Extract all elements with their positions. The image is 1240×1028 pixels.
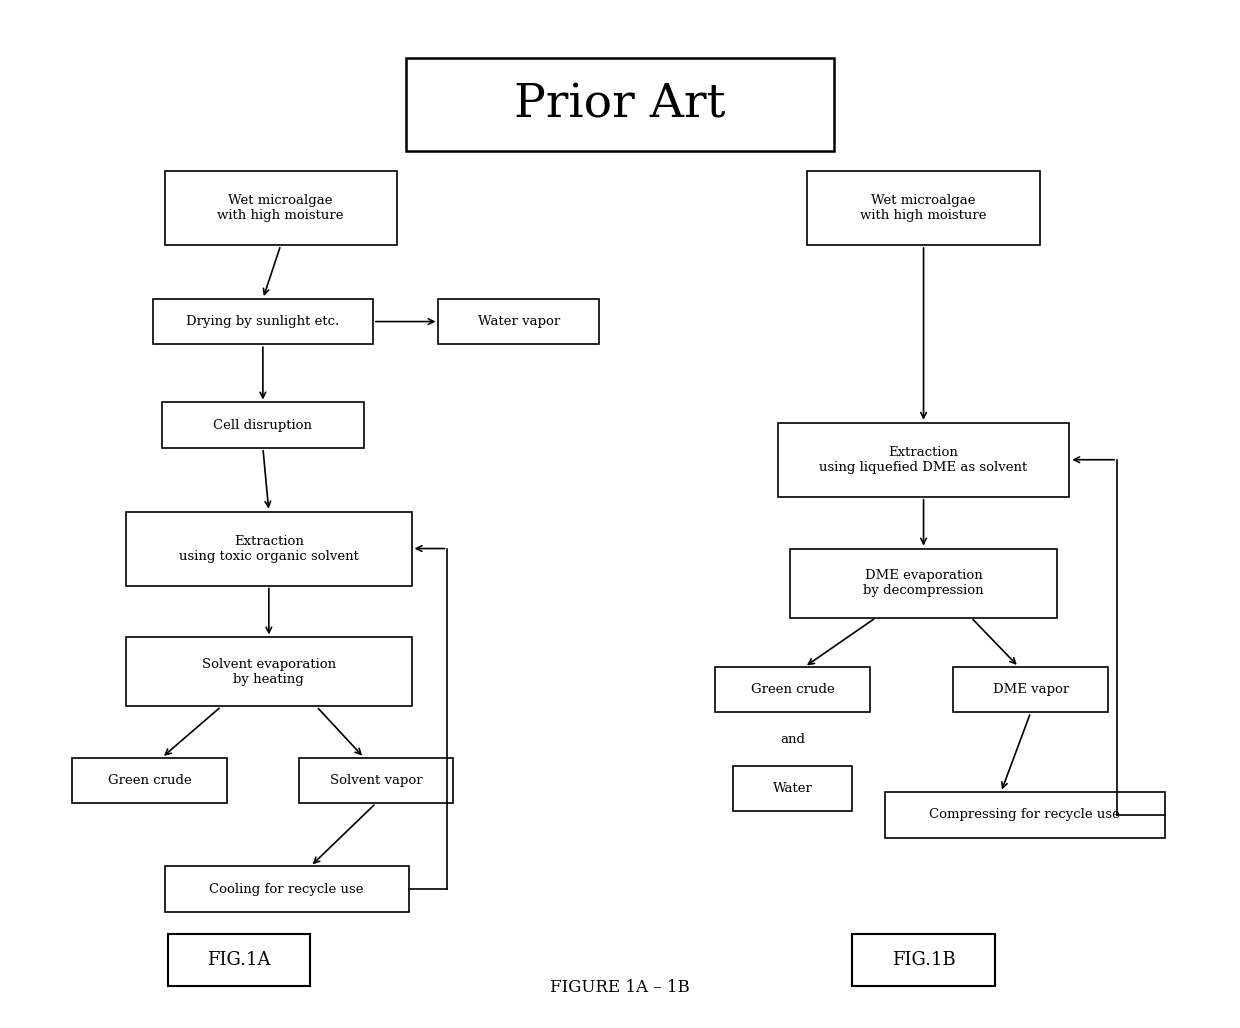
FancyBboxPatch shape [165, 867, 409, 912]
FancyBboxPatch shape [715, 667, 870, 712]
FancyBboxPatch shape [790, 549, 1058, 618]
Text: Solvent vapor: Solvent vapor [330, 774, 423, 787]
FancyBboxPatch shape [126, 512, 412, 586]
Text: Extraction
using liquefied DME as solvent: Extraction using liquefied DME as solven… [820, 446, 1028, 474]
Text: DME vapor: DME vapor [992, 684, 1069, 696]
Text: Drying by sunlight etc.: Drying by sunlight etc. [186, 315, 340, 328]
Text: Green crude: Green crude [750, 684, 835, 696]
FancyBboxPatch shape [807, 171, 1039, 245]
Text: Wet microalgae
with high moisture: Wet microalgae with high moisture [217, 194, 343, 222]
Text: Solvent evaporation
by heating: Solvent evaporation by heating [202, 658, 336, 686]
FancyBboxPatch shape [885, 793, 1164, 838]
FancyBboxPatch shape [439, 299, 599, 344]
FancyBboxPatch shape [299, 758, 454, 803]
FancyBboxPatch shape [167, 934, 310, 986]
Text: Extraction
using toxic organic solvent: Extraction using toxic organic solvent [179, 535, 358, 562]
Text: DME evaporation
by decompression: DME evaporation by decompression [863, 570, 983, 597]
FancyBboxPatch shape [954, 667, 1109, 712]
Text: Water vapor: Water vapor [477, 315, 560, 328]
Text: FIG.1A: FIG.1A [207, 951, 270, 969]
Text: Cooling for recycle use: Cooling for recycle use [210, 882, 363, 895]
Text: Cell disruption: Cell disruption [213, 418, 312, 432]
FancyBboxPatch shape [72, 758, 227, 803]
FancyBboxPatch shape [161, 403, 365, 448]
Text: FIGURE 1A – 1B: FIGURE 1A – 1B [551, 979, 689, 995]
FancyBboxPatch shape [733, 766, 852, 811]
FancyBboxPatch shape [153, 299, 373, 344]
Text: and: and [780, 733, 805, 745]
Text: FIG.1B: FIG.1B [892, 951, 956, 969]
Text: Green crude: Green crude [108, 774, 192, 787]
Text: Prior Art: Prior Art [515, 82, 725, 127]
FancyBboxPatch shape [405, 58, 835, 151]
Text: Water: Water [773, 782, 812, 795]
FancyBboxPatch shape [165, 171, 397, 245]
Text: Compressing for recycle use: Compressing for recycle use [929, 808, 1120, 821]
FancyBboxPatch shape [126, 637, 412, 706]
FancyBboxPatch shape [777, 423, 1069, 497]
FancyBboxPatch shape [852, 934, 994, 986]
Text: Wet microalgae
with high moisture: Wet microalgae with high moisture [861, 194, 987, 222]
